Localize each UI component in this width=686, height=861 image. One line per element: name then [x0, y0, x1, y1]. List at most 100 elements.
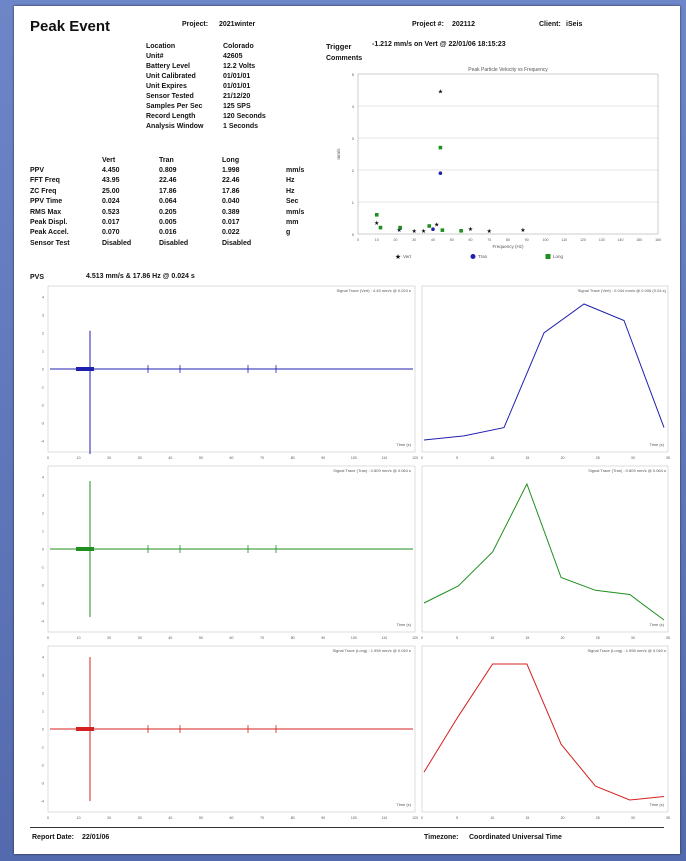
y-tick-label: -4: [41, 440, 44, 444]
table-cell: 17.86: [159, 187, 177, 195]
y-tick-label: 1: [42, 350, 44, 354]
data-point-long: [398, 225, 402, 230]
info-value: 42605: [223, 53, 243, 60]
x-tick-label: 100: [351, 456, 357, 460]
x-tick-label: 50: [450, 238, 454, 242]
legend-label: Long: [553, 254, 564, 259]
x-tick-label: 30: [412, 238, 416, 242]
x-tick-label: 15: [525, 816, 529, 820]
table-cell: 0.064: [159, 198, 177, 206]
zoom-title: Signal Trace (Vert) : 0.044 mm/s @ 0.006…: [578, 288, 667, 293]
table-column-header: Tran: [159, 157, 174, 164]
table-cell: 0.070: [102, 229, 120, 237]
x-tick-label: 10: [490, 816, 494, 820]
info-value: 01/01/01: [223, 83, 251, 90]
legend-label: Tran: [478, 254, 488, 259]
x-tick-label: 5: [456, 636, 458, 640]
ppv-frequency-scatter-chart: Peak Particle Velocity vs Frequency 0 1 2 3 4…: [336, 67, 661, 261]
info-value: 01/01/01: [223, 73, 251, 80]
chart-title: Peak Particle Velocity vs Frequency: [468, 67, 548, 73]
x-tick-label: 110: [382, 456, 388, 460]
x-tick-label: 60: [230, 636, 234, 640]
x-tick-label: 10: [77, 636, 81, 640]
x-axis-label: Time (s): [649, 802, 664, 807]
data-point-vert: ★: [421, 228, 426, 235]
x-tick-label: 30: [138, 636, 142, 640]
x-tick-label: 30: [631, 456, 635, 460]
table-cell: 0.809: [159, 167, 177, 174]
x-tick-label: 60: [230, 816, 234, 820]
y-tick-label: -1: [41, 566, 44, 570]
info-label: Samples Per Sec: [146, 103, 203, 110]
info-label: Sensor Tested: [146, 93, 194, 100]
x-tick-label: 50: [199, 636, 203, 640]
x-tick-label: 30: [138, 816, 142, 820]
x-tick-label: 90: [321, 816, 325, 820]
client-label: Client:: [539, 21, 561, 28]
table-row-label: Peak Accel.: [30, 229, 69, 237]
x-tick-label: 70: [487, 238, 491, 242]
table-unit: Sec: [286, 198, 299, 206]
x-tick-label: 60: [469, 238, 473, 242]
table-cell: 0.022: [222, 229, 240, 237]
info-value: 120 Seconds: [223, 113, 266, 120]
y-tick-label: 0: [42, 728, 44, 732]
project-label: Project:: [182, 21, 209, 28]
x-tick-label: 0: [357, 238, 359, 242]
waveform-title: Signal Trace (Tran) : 0.809 mm/s @ 0.064…: [333, 468, 411, 473]
y-tick-label: 3: [42, 674, 44, 678]
info-value: 125 SPS: [223, 103, 251, 110]
y-tick-label: 4: [42, 656, 44, 660]
table-unit: mm/s: [286, 167, 305, 174]
x-tick-label: 110: [382, 636, 388, 640]
table-cell: 4.450: [102, 167, 120, 174]
table-unit: mm: [286, 219, 299, 226]
x-tick-label: 5: [456, 816, 458, 820]
table-row-label: ZC Freq: [30, 187, 57, 195]
x-tick-label: 160: [655, 238, 661, 242]
data-point-vert: ★: [434, 221, 439, 228]
table-unit: g: [286, 229, 291, 237]
x-tick-label: 90: [321, 456, 325, 460]
x-tick-label: 0: [47, 816, 49, 820]
table-cell: 1.998: [222, 167, 240, 174]
table-row-label: Peak Displ.: [30, 219, 68, 226]
waveform-title: Signal Trace (Vert) : 4.45 mm/s @ 0.024 …: [336, 288, 411, 293]
y-tick-label: -2: [41, 764, 44, 768]
x-tick-label: 30: [631, 816, 635, 820]
x-tick-label: 35: [666, 636, 670, 640]
y-tick-label: 3: [42, 314, 44, 318]
waveform-noise: [76, 367, 94, 371]
x-tick-label: 120: [412, 816, 418, 820]
x-tick-label: 10: [375, 238, 379, 242]
x-tick-label: 150: [636, 238, 642, 242]
x-tick-label: 120: [412, 636, 418, 640]
x-tick-label: 50: [199, 456, 203, 460]
x-tick-label: 20: [561, 816, 565, 820]
y-tick-label: 0: [42, 368, 44, 372]
table-column-header: Long: [222, 157, 240, 164]
x-tick-label: 15: [525, 456, 529, 460]
timezone-value: Coordinated Universal Time: [469, 834, 562, 841]
table-row-label: PPV: [30, 167, 45, 174]
y-tick-label: 2: [42, 512, 44, 516]
table-row-label: PPV Time: [30, 198, 63, 206]
x-tick-label: 100: [543, 238, 549, 242]
data-point-vert: ★: [412, 228, 417, 235]
data-point-long: [378, 225, 383, 230]
x-tick-label: 110: [561, 238, 567, 242]
info-label: Unit Expires: [146, 83, 187, 90]
x-tick-label: 25: [596, 456, 600, 460]
table-cell: 22.46: [222, 177, 240, 185]
trigger-label: Trigger: [326, 42, 352, 51]
x-tick-label: 90: [321, 636, 325, 640]
data-point-vert: ★: [397, 227, 402, 234]
x-tick-label: 140: [618, 238, 624, 242]
table-cell: 0.016: [159, 229, 177, 237]
x-axis-label: Time (s): [396, 622, 411, 627]
data-point-vert: ★: [468, 226, 473, 233]
legend-marker: ★: [395, 253, 401, 261]
info-label: Location: [146, 43, 176, 50]
data-point-vert: ★: [520, 227, 525, 234]
